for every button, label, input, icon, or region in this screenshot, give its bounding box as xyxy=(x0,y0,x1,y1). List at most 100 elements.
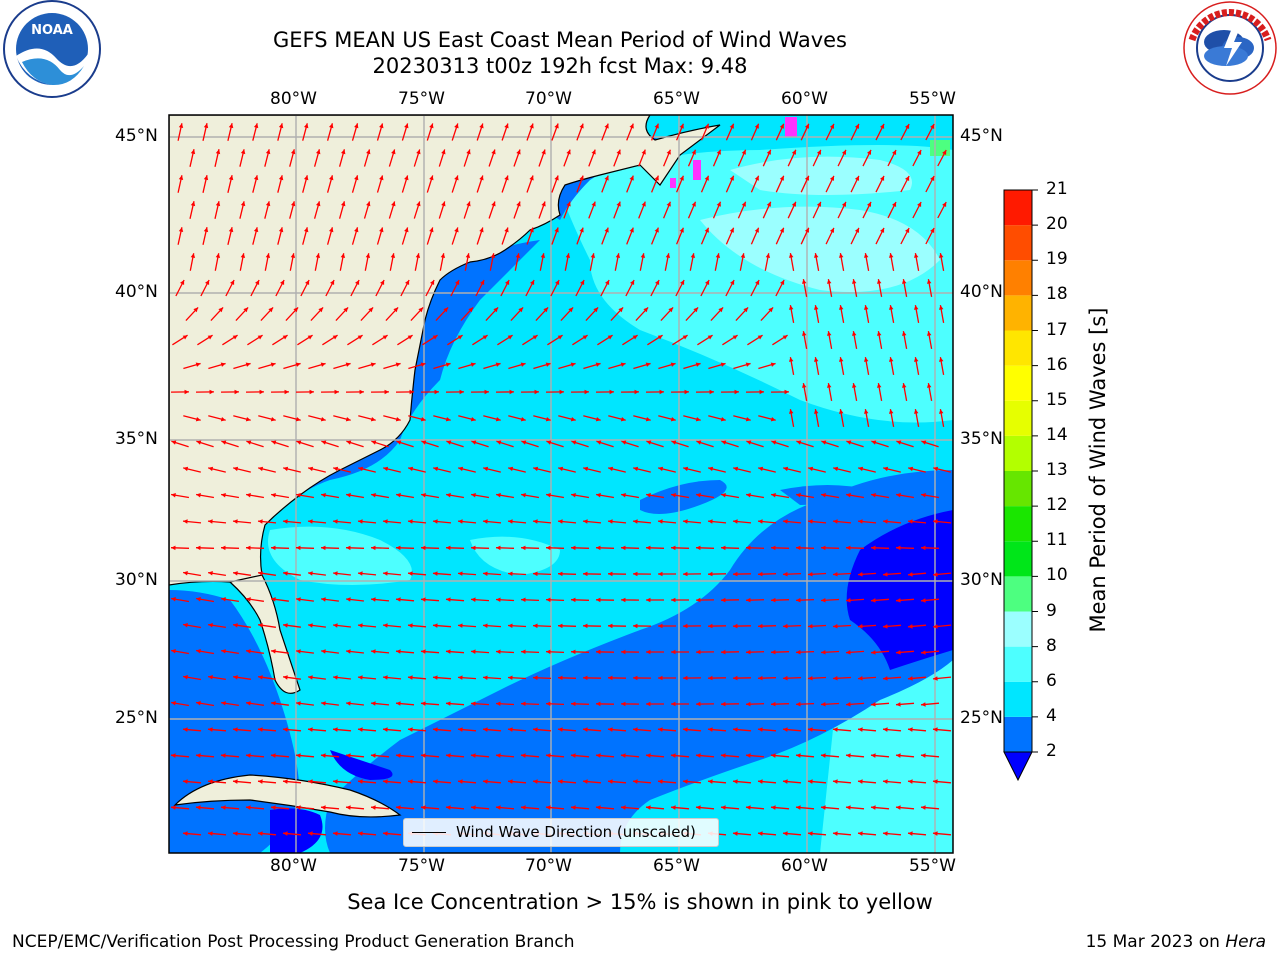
wind-arrow-head xyxy=(458,675,463,680)
wind-arrow-head xyxy=(607,335,613,340)
wind-arrow-head xyxy=(366,149,371,155)
wind-arrow-head xyxy=(233,779,238,784)
wind-arrow-head xyxy=(408,727,413,732)
wind-arrow-head xyxy=(221,493,226,498)
colorbar-tick-label: 14 xyxy=(1046,424,1068,445)
wind-arrow-head xyxy=(296,545,301,551)
lat-tick-right-25n: 25°N xyxy=(960,708,1003,728)
wind-arrow-head xyxy=(745,417,751,422)
wind-arrow-head xyxy=(733,779,738,784)
wind-arrow-head xyxy=(393,307,399,313)
wind-arrow-head xyxy=(729,227,734,233)
wind-arrow-head xyxy=(683,571,688,577)
wind-arrow-head xyxy=(608,675,613,681)
wind-arrow-head xyxy=(458,623,463,628)
wind-arrow-head xyxy=(495,417,501,422)
lon-tick-top-80w: 80°W xyxy=(270,89,317,109)
wind-arrow-head xyxy=(658,675,663,681)
wind-arrow-head xyxy=(470,417,476,422)
wind-arrow-head xyxy=(341,149,346,155)
wind-arrow-head xyxy=(889,253,894,258)
wind-arrow-head xyxy=(858,831,863,836)
wind-arrow-head xyxy=(441,149,446,155)
wind-arrow-head xyxy=(892,150,897,155)
wind-arrow-head xyxy=(796,545,801,551)
wind-arrow-head xyxy=(784,389,789,395)
wind-arrow-head xyxy=(680,280,685,285)
wind-arrow-head xyxy=(416,149,421,155)
wind-arrow-head xyxy=(708,623,713,629)
wind-arrow-head xyxy=(733,623,738,629)
wind-arrow-head xyxy=(493,307,499,313)
wind-arrow-head xyxy=(496,493,501,498)
wind-arrow-head xyxy=(221,701,226,706)
wind-arrow-head xyxy=(833,676,838,681)
wind-arrow-head xyxy=(333,779,338,784)
wind-arrow-head xyxy=(783,571,788,577)
wind-arrow-head xyxy=(507,335,513,340)
wind-arrow-head xyxy=(283,831,288,836)
wind-arrow-head xyxy=(583,623,588,629)
wind-arrow-head xyxy=(641,149,646,155)
wind-arrow-head xyxy=(243,307,249,313)
wind-arrow-head xyxy=(867,201,871,207)
wind-arrow-head xyxy=(596,597,601,603)
lon-tick-bottom-60w: 60°W xyxy=(781,856,828,876)
wind-arrow-head xyxy=(902,331,907,336)
wind-arrow-head xyxy=(271,597,276,602)
wind-arrow-head xyxy=(789,305,794,310)
wind-arrow-head xyxy=(345,417,351,422)
wind-arrow-head xyxy=(930,124,935,129)
wind-arrow-head xyxy=(283,519,288,524)
wind-arrow-head xyxy=(839,357,844,362)
wind-arrow-head xyxy=(608,571,613,577)
wind-arrow-head xyxy=(583,675,588,681)
colorbar-title: Mean Period of Wind Waves [s] xyxy=(1086,307,1110,633)
wind-arrow-head xyxy=(278,227,284,233)
colorbar-tick-label: 15 xyxy=(1046,389,1068,410)
lon-tick-top-70w: 70°W xyxy=(525,89,572,109)
wind-arrow-head xyxy=(258,623,263,628)
wind-arrow-head xyxy=(346,649,351,654)
wind-arrow-head xyxy=(593,307,599,313)
wind-arrow-head xyxy=(433,519,438,524)
wind-arrow-head xyxy=(171,440,177,445)
wind-arrow-head xyxy=(333,466,339,472)
wind-arrow-head xyxy=(508,519,513,524)
wind-arrow-head xyxy=(883,519,888,524)
wind-arrow-head xyxy=(271,701,276,706)
wind-arrow-head xyxy=(343,307,349,313)
colorbar-segment xyxy=(1004,435,1032,471)
lon-tick-top-55w: 55°W xyxy=(909,89,956,109)
wind-arrow-head xyxy=(596,649,601,655)
wind-arrow-head xyxy=(927,331,932,336)
wind-arrow-head xyxy=(608,466,614,472)
footer-date: 15 Mar 2023 on Hera xyxy=(1086,932,1266,952)
wind-arrow-head xyxy=(521,753,526,758)
wind-arrow-head xyxy=(471,440,477,445)
wind-arrow-head xyxy=(871,650,876,655)
wind-arrow-head xyxy=(721,753,726,758)
wind-arrow-head xyxy=(829,227,834,233)
wind-arrow-head xyxy=(541,149,546,155)
wind-arrow-head xyxy=(405,280,410,285)
wind-arrow-head xyxy=(357,335,363,340)
wind-arrow-head xyxy=(758,831,763,836)
wind-arrow-head xyxy=(871,753,876,758)
wind-arrow-head xyxy=(746,597,751,603)
wind-arrow-head xyxy=(829,123,834,129)
wind-arrow-head xyxy=(496,701,501,706)
colorbar-tick-label: 2 xyxy=(1046,741,1057,761)
wind-arrow-head xyxy=(479,227,484,233)
wind-arrow-head xyxy=(705,280,710,285)
wind-arrow-head xyxy=(839,409,844,414)
wind-arrow-head xyxy=(546,545,551,551)
wind-arrow-head xyxy=(457,335,463,340)
wind-arrow-head xyxy=(280,280,285,285)
wind-arrow-head xyxy=(466,149,471,155)
wind-arrow-head xyxy=(209,389,214,395)
wind-arrow-head xyxy=(295,362,301,367)
wind-arrow-head xyxy=(889,305,894,310)
wind-arrow-head xyxy=(670,362,676,367)
wind-arrow-head xyxy=(927,279,932,284)
